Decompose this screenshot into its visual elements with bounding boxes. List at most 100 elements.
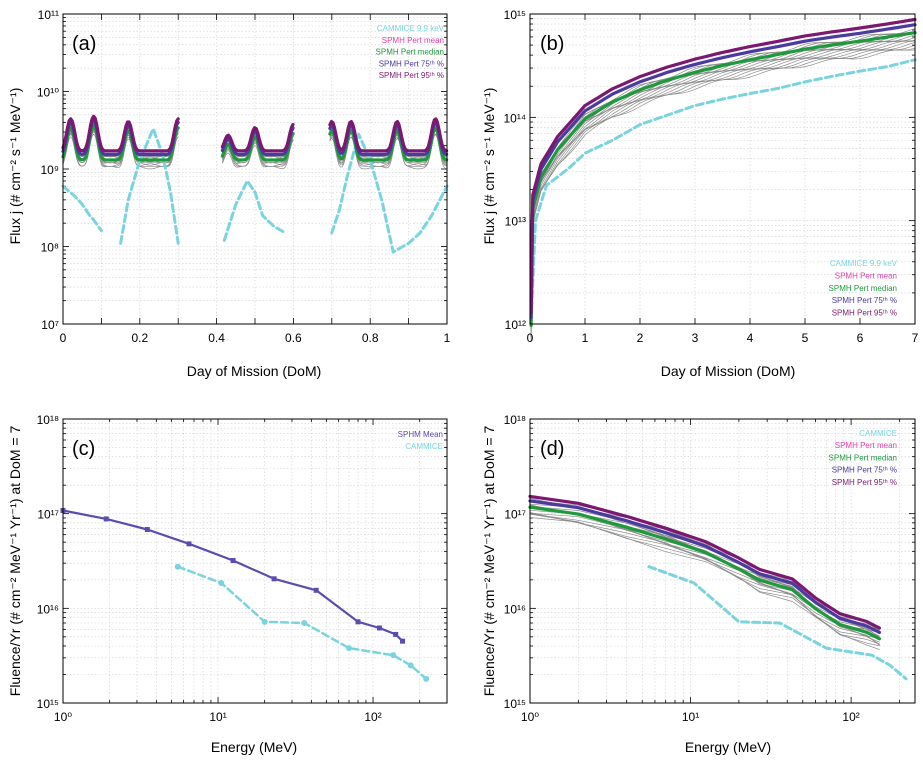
y-tick-label: 10¹⁷ <box>504 508 526 522</box>
x-tick-label: 0.4 <box>208 331 225 345</box>
pert-median-line <box>528 505 882 641</box>
x-tick-label: 6 <box>857 331 864 345</box>
cammice-marker <box>174 563 181 570</box>
spmh-mean-marker <box>355 619 361 625</box>
legend-entry: SPMH Pert median <box>829 284 897 293</box>
y-tick-label: 10¹⁵ <box>504 697 526 711</box>
cammice-line <box>61 184 103 233</box>
perturbed-run-line <box>529 499 880 632</box>
y-tick-label: 10¹⁶ <box>37 602 59 616</box>
perturbed-run-line <box>529 513 880 647</box>
x-tick-label: 0.8 <box>362 331 379 345</box>
y-tick-label: 10¹⁸ <box>37 413 59 427</box>
cammice-marker <box>261 618 268 625</box>
cammice-line <box>119 127 180 245</box>
perturbed-run-line <box>529 513 880 646</box>
cammice-marker <box>423 675 430 682</box>
panel-a: (a) 10⁷ 10⁸ 10⁹ 10¹⁰ 10¹¹ 0 0.2 0.4 0.6 0.8 1 CAMMIC… <box>37 8 451 345</box>
y-tick-label: 10¹⁵ <box>504 8 526 22</box>
cammice-marker <box>218 580 225 587</box>
legend-entry: SPMH Pert 75ᵗʰ % <box>379 59 444 68</box>
xlabel-d: Energy (MeV) <box>685 739 771 755</box>
y-tick-label: 10¹¹ <box>38 8 59 22</box>
legend-entry: CAMMICE <box>859 429 897 438</box>
x-tick-label: 0.2 <box>131 331 148 345</box>
legend-entry: SPMH Pert 95ᵗʰ % <box>379 71 444 80</box>
cammice-line <box>222 179 288 242</box>
xlabel-a: Day of Mission (DoM) <box>187 363 322 379</box>
x-tick-label: 1 <box>582 331 589 345</box>
cammice-marker <box>301 619 308 626</box>
cammice-marker <box>407 662 414 669</box>
x-tick-label: 7 <box>912 331 919 345</box>
legend-entry: SPMH Pert mean <box>835 271 897 280</box>
perturbed-run-line <box>529 506 880 638</box>
cammice-marker <box>390 652 397 659</box>
x-tick-label: 1 <box>444 331 451 345</box>
spmh-mean-marker <box>271 576 277 582</box>
legend-entry: SPMH Pert 75ᵗʰ % <box>832 466 897 475</box>
spmh-mean-marker <box>103 516 109 522</box>
y-tick-label: 10⁸ <box>41 241 59 255</box>
perturbed-run-line <box>62 128 179 167</box>
perturbed-run-line <box>529 512 880 645</box>
x-tick-label: 5 <box>802 331 809 345</box>
spmh-mean-marker <box>230 558 236 564</box>
cammice-line <box>529 58 917 322</box>
x-tick-label: 10² <box>364 710 381 724</box>
x-tick-label: 4 <box>747 331 754 345</box>
y-tick-label: 10⁷ <box>41 318 59 332</box>
panel-label: (c) <box>72 438 95 460</box>
pert-95-line <box>220 122 295 153</box>
spmh-mean-marker <box>376 625 382 631</box>
cammice-line <box>647 565 908 681</box>
perturbed-run-line <box>529 500 880 634</box>
spmh-mean-marker <box>393 631 399 637</box>
spmh-mean-line <box>61 509 404 643</box>
legend-entry: CAMMICE <box>405 442 443 451</box>
panel-label: (d) <box>540 438 564 460</box>
x-tick-label: 0 <box>60 331 67 345</box>
perturbed-run-line <box>530 37 916 329</box>
x-tick-label: 10¹ <box>682 710 699 724</box>
x-tick-label: 10² <box>842 710 859 724</box>
pert-95-line <box>528 494 882 630</box>
legend-entry: SPHM Mean <box>398 430 443 439</box>
pert-75-line <box>529 23 917 320</box>
panel-label: (b) <box>540 33 564 55</box>
panel-label: (a) <box>72 33 96 55</box>
panel-d: (d) 10¹⁵ 10¹⁶ 10¹⁷ 10¹⁸ 10⁰ 10¹ 10² CAMMICE SPMH … <box>504 413 916 724</box>
legend-entry: SPMH Pert median <box>376 48 444 57</box>
y-tick-label: 10¹⁶ <box>504 602 526 616</box>
spmh-mean-marker <box>313 587 319 593</box>
x-tick-label: 10⁰ <box>54 710 72 724</box>
cammice-marker <box>346 645 353 652</box>
y-tick-label: 10¹⁰ <box>37 86 59 100</box>
y-tick-label: 10¹⁵ <box>37 697 59 711</box>
pert-median-line <box>61 123 180 162</box>
y-tick-label: 10¹⁸ <box>504 413 526 427</box>
legend-entry: SPMH Pert mean <box>382 36 444 45</box>
legend-entry: SPMH Pert mean <box>835 441 897 450</box>
x-tick-label: 10¹ <box>209 710 226 724</box>
plot-frame <box>529 418 916 704</box>
spmh-mean-marker <box>144 527 150 533</box>
ylabel-d: Fluence/Yr (# cm⁻² MeV⁻¹ Yr⁻¹) at DoM = … <box>481 426 497 697</box>
y-tick-label: 10¹³ <box>505 215 526 229</box>
perturbed-run-line <box>529 517 880 650</box>
perturbed-run-line <box>529 506 880 639</box>
legend-entry: SPMH Pert 95ᵗʰ % <box>832 309 897 318</box>
x-tick-label: 0.6 <box>285 331 302 345</box>
pert-95-line <box>529 17 917 314</box>
x-tick-label: 3 <box>692 331 699 345</box>
pert-75-line <box>528 499 882 635</box>
x-tick-label: 2 <box>637 331 644 345</box>
ylabel-b: Flux j (# cm⁻² s⁻¹ MeV⁻¹) <box>481 88 497 245</box>
ylabel-a: Flux j (# cm⁻² s⁻¹ MeV⁻¹) <box>7 88 23 245</box>
spmh-mean-marker <box>400 638 406 644</box>
perturbed-run-line <box>530 44 916 337</box>
legend-entry: CAMMICE 9.9 keV <box>830 259 898 268</box>
perturbed-run-line <box>530 47 916 339</box>
x-tick-label: 0 <box>527 331 534 345</box>
